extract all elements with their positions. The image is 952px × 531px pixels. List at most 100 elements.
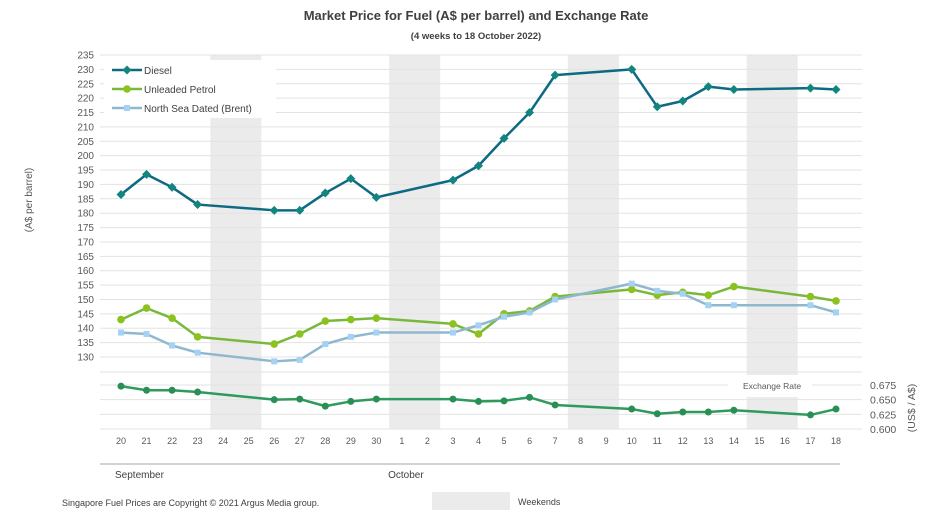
exchange-rate-point xyxy=(372,395,380,403)
x-tick-label: 7 xyxy=(553,436,558,446)
y2-tick-label: 0.675 xyxy=(870,380,896,392)
brent-point xyxy=(730,302,737,309)
y-axis-label: (A$ per barrel) xyxy=(24,168,35,232)
petrol-point xyxy=(123,85,131,93)
exchange-rate-point xyxy=(500,397,508,405)
y-tick-label: 145 xyxy=(77,309,94,320)
y2-tick-label: 0.650 xyxy=(870,395,896,407)
x-tick-label: 10 xyxy=(627,436,637,446)
brent-point xyxy=(296,356,303,363)
y-tick-label: 180 xyxy=(77,209,94,220)
weekend-legend-swatch xyxy=(432,492,510,510)
series-diesel xyxy=(116,64,841,215)
y-tick-label: 225 xyxy=(77,79,94,90)
weekend-legend-label: Weekends xyxy=(518,497,561,507)
petrol-point xyxy=(730,282,738,291)
y-tick-label: 235 xyxy=(77,51,94,62)
exchange-rate-point xyxy=(526,393,534,401)
diesel-point xyxy=(678,96,688,106)
diesel-point xyxy=(269,205,279,215)
exchange-rate-point xyxy=(347,397,355,405)
brent-point xyxy=(526,309,533,316)
diesel-point xyxy=(371,192,381,202)
petrol-point xyxy=(832,297,840,305)
diesel-point xyxy=(193,200,203,210)
petrol-point xyxy=(168,314,176,322)
y-tick-label: 140 xyxy=(77,324,94,335)
exchange-rate-point xyxy=(679,408,687,416)
brent-point xyxy=(322,341,329,348)
y2-axis-label: (US$ / A$) xyxy=(906,384,918,432)
x-tick-label: 16 xyxy=(780,436,790,446)
brent-point xyxy=(118,329,124,336)
petrol-point xyxy=(270,340,279,348)
brent-point xyxy=(654,287,661,294)
exchange-rate-point xyxy=(194,388,202,396)
petrol-point xyxy=(449,320,457,328)
x-tick-label: 21 xyxy=(142,436,152,446)
petrol-point xyxy=(117,315,125,324)
series-unleaded-petrol xyxy=(117,282,840,348)
petrol-point xyxy=(193,333,202,341)
x-tick-label: 13 xyxy=(703,436,713,446)
diesel-point xyxy=(525,108,535,118)
brent-point xyxy=(194,349,201,356)
petrol-point xyxy=(704,291,713,299)
x-tick-label: 22 xyxy=(167,436,177,446)
brent-point xyxy=(807,302,814,309)
diesel-point xyxy=(703,82,713,92)
x-tick-label: 8 xyxy=(578,436,583,446)
chart-title: Market Price for Fuel (A$ per barrel) an… xyxy=(304,8,649,23)
brent-point xyxy=(347,333,354,340)
x-tick-label: 26 xyxy=(269,436,279,446)
x-tick-label: 5 xyxy=(502,436,507,446)
petrol-point xyxy=(627,285,636,294)
exchange-rate-point xyxy=(143,386,151,394)
exchange-rate-point xyxy=(475,397,482,405)
brent-point xyxy=(833,309,839,316)
exchange-rate-label: Exchange Rate xyxy=(743,381,801,391)
x-tick-label: 28 xyxy=(320,436,330,446)
exchange-rate-point xyxy=(168,386,176,394)
exchange-rate-point xyxy=(832,405,840,413)
brent-point xyxy=(501,313,508,320)
exchange-rate-point xyxy=(704,408,712,416)
x-tick-label: 30 xyxy=(371,436,381,446)
diesel-point xyxy=(167,182,177,192)
x-tick-label: 4 xyxy=(476,436,481,446)
diesel-point xyxy=(122,65,132,75)
exchange-rate-point xyxy=(321,402,329,410)
petrol-point xyxy=(142,304,151,312)
series-exchange-rate xyxy=(117,382,840,419)
exchange-rate-point xyxy=(270,396,278,404)
y-tick-label: 195 xyxy=(77,166,94,177)
legend-label: North Sea Dated (Brent) xyxy=(144,104,252,115)
y-tick-label: 215 xyxy=(77,108,94,119)
brent-point xyxy=(373,329,380,336)
x-tick-label: 1 xyxy=(399,436,404,446)
y-tick-label: 155 xyxy=(77,281,94,292)
x-tick-label: 12 xyxy=(678,436,688,446)
petrol-point xyxy=(295,330,304,338)
diesel-point xyxy=(295,205,305,215)
diesel-point xyxy=(499,133,509,143)
exchange-rate-point xyxy=(653,410,661,418)
diesel-point xyxy=(729,85,739,95)
x-tick-label: 9 xyxy=(604,436,609,446)
x-tick-label: 15 xyxy=(754,436,764,446)
petrol-point xyxy=(806,292,815,301)
legend-label: Unleaded Petrol xyxy=(144,85,216,96)
diesel-point xyxy=(550,70,560,80)
x-tick-label: 6 xyxy=(527,436,532,446)
legend-label: Diesel xyxy=(144,66,172,77)
x-tick-label: 3 xyxy=(450,436,455,446)
diesel-point xyxy=(320,188,330,198)
x-tick-label: 20 xyxy=(116,436,126,446)
y-tick-label: 130 xyxy=(77,353,94,364)
diesel-point xyxy=(448,175,458,185)
exchange-rate-point xyxy=(551,401,559,409)
x-tick-label: 27 xyxy=(295,436,305,446)
petrol-point xyxy=(474,330,483,338)
diesel-point xyxy=(627,64,637,74)
